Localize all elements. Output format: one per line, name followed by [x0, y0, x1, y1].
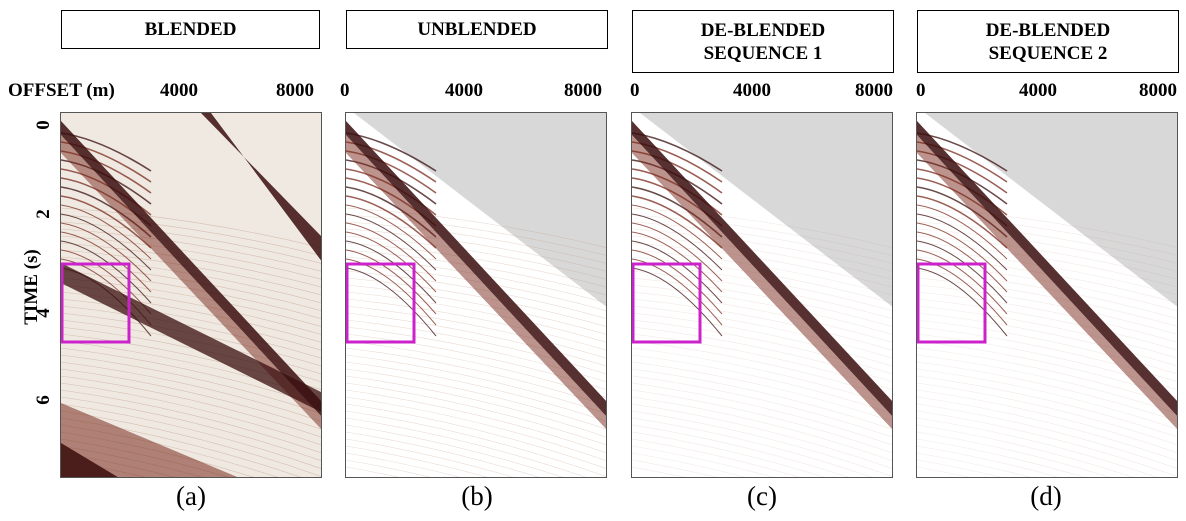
y-tick-6: 6	[33, 395, 54, 405]
panel-d-tick-4000: 4000	[1019, 80, 1057, 101]
direct-arrival	[61, 121, 321, 416]
panel-a-seismic-image	[61, 113, 321, 477]
panel-d-title: DE-BLENDED SEQUENCE 2	[917, 10, 1179, 73]
blend-event-3	[61, 403, 238, 477]
panel-a-seismic	[60, 112, 322, 478]
panel-a-caption: (a)	[176, 481, 206, 511]
highlight-box	[61, 262, 131, 344]
noise-texture	[346, 207, 606, 477]
panel-a-tick-4000: 4000	[160, 80, 198, 101]
direct-arrival	[632, 121, 892, 416]
y-tick-4: 4	[33, 308, 54, 318]
highlight-box	[346, 262, 416, 344]
panel-c-tick-0: 0	[630, 80, 640, 101]
panel-c-tick-4000: 4000	[733, 80, 771, 101]
panel-b-seismic-image	[346, 113, 606, 477]
panel-b-title: UNBLENDED	[346, 10, 608, 49]
panel-c-seismic-image	[632, 113, 892, 477]
direct-arrival-tail	[346, 135, 606, 429]
highlight-box	[917, 262, 987, 344]
panel-c-tick-8000: 8000	[855, 80, 893, 101]
panel-d-caption: (d)	[1030, 481, 1062, 511]
direct-arrival-tail	[632, 135, 892, 429]
direct-arrival	[917, 121, 1177, 416]
panel-b-caption: (b)	[461, 481, 493, 511]
highlight-box	[632, 262, 702, 344]
empty-region	[632, 113, 892, 307]
panel-a-tick-8000: 8000	[276, 80, 314, 101]
panel-b-tick-0: 0	[340, 80, 350, 101]
direct-arrival	[346, 121, 606, 416]
panel-b-tick-4000: 4000	[445, 80, 483, 101]
empty-region	[346, 113, 606, 307]
panel-b-tick-8000: 8000	[564, 80, 602, 101]
panel-a-title: BLENDED	[61, 10, 320, 49]
x-axis-label: OFFSET (m)	[8, 80, 115, 101]
panel-d-tick-0: 0	[916, 80, 926, 101]
y-tick-0: 0	[33, 120, 54, 130]
direct-arrival-tail	[917, 135, 1177, 429]
noise-texture	[632, 207, 892, 477]
empty-region	[917, 113, 1177, 307]
direct-arrival-tail	[61, 135, 321, 429]
panel-d-seismic	[916, 112, 1178, 478]
panel-c-title: DE-BLENDED SEQUENCE 1	[632, 10, 894, 73]
panel-b-seismic	[345, 112, 607, 478]
blend-event-2	[61, 263, 321, 413]
panel-c-caption: (c)	[747, 481, 777, 511]
y-tick-2: 2	[33, 209, 54, 219]
panel-d-seismic-image	[917, 113, 1177, 477]
panel-c-seismic	[631, 112, 893, 478]
panel-d-tick-8000: 8000	[1139, 80, 1177, 101]
